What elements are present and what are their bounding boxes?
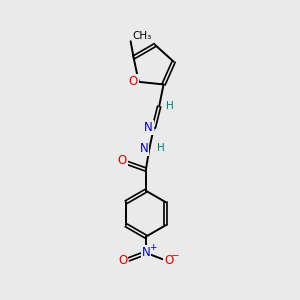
Text: O: O [164, 254, 173, 267]
Text: O: O [118, 154, 127, 167]
Text: +: + [148, 243, 156, 252]
Text: O: O [118, 254, 128, 267]
Text: CH₃: CH₃ [132, 31, 152, 41]
Text: −: − [171, 251, 180, 261]
Text: H: H [167, 101, 174, 111]
Text: N: N [142, 246, 150, 260]
Text: N: N [140, 142, 148, 155]
Text: O: O [129, 75, 138, 88]
Text: N: N [144, 121, 153, 134]
Text: H: H [157, 143, 164, 153]
